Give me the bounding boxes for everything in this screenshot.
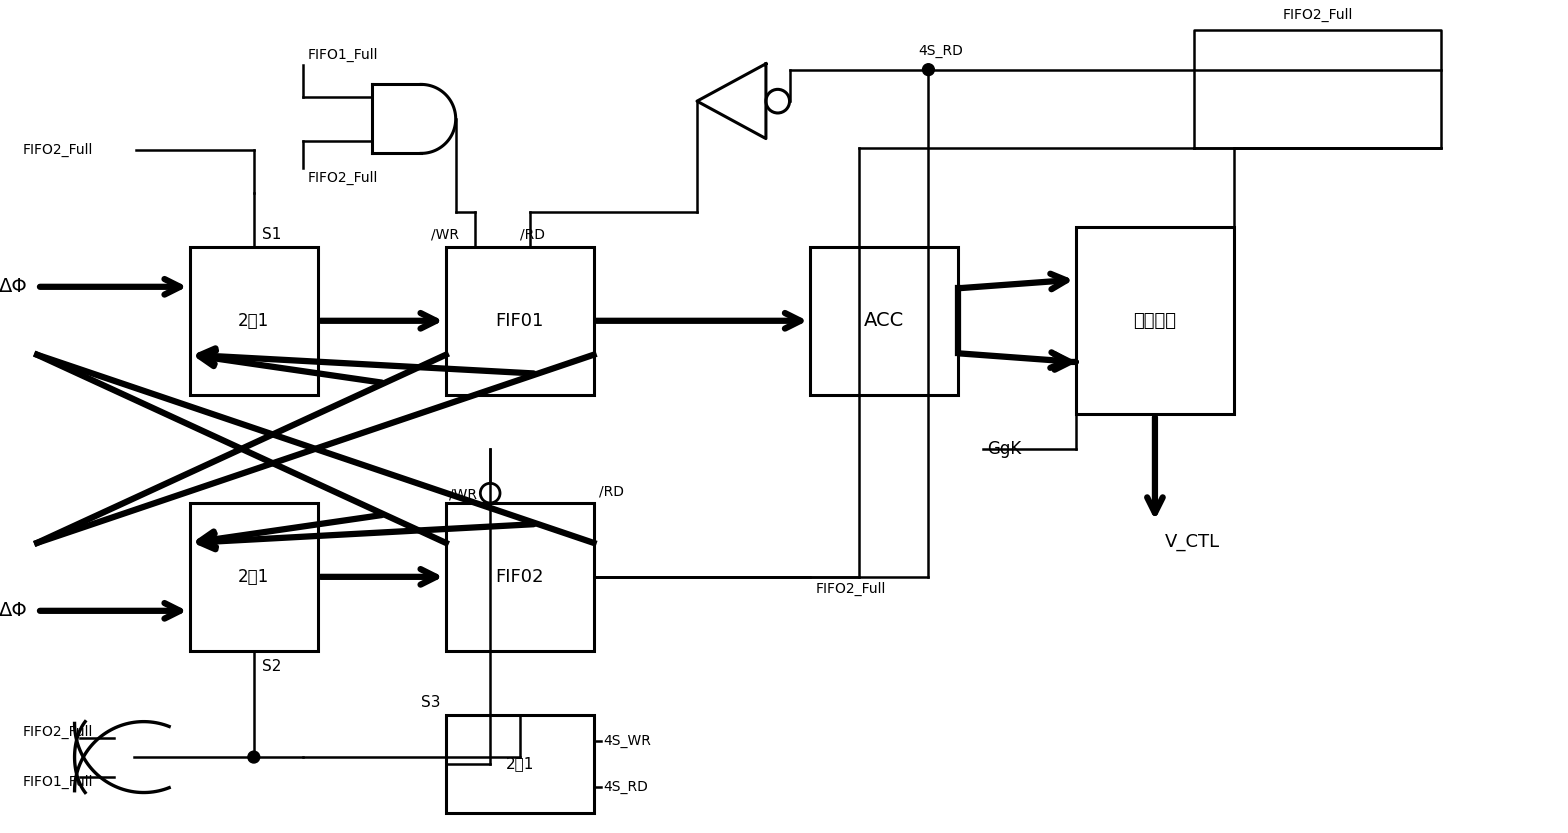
Text: 2选1: 2选1 — [505, 756, 535, 771]
Text: FIF01: FIF01 — [495, 312, 544, 330]
Bar — [190, 503, 318, 651]
Text: S3: S3 — [422, 695, 441, 710]
Text: FIFO1_Full: FIFO1_Full — [307, 47, 378, 62]
Text: /WR: /WR — [448, 487, 477, 501]
Text: FIFO1_Full: FIFO1_Full — [22, 775, 93, 789]
Bar — [1076, 227, 1234, 414]
Bar — [811, 247, 958, 395]
Text: 4S_RD: 4S_RD — [604, 780, 648, 794]
Circle shape — [248, 751, 260, 763]
Text: FIF02: FIF02 — [495, 568, 544, 586]
Text: FIFO2_Full: FIFO2_Full — [1283, 8, 1353, 22]
Text: /RD: /RD — [519, 228, 544, 242]
Circle shape — [922, 64, 935, 76]
Bar — [445, 247, 594, 395]
Text: ACC: ACC — [864, 312, 905, 331]
Text: /RD: /RD — [599, 484, 624, 498]
Text: FIFO2_Full: FIFO2_Full — [307, 171, 378, 185]
Text: S2: S2 — [262, 659, 281, 674]
Bar — [190, 247, 318, 395]
Bar — [445, 503, 594, 651]
Text: 4S_RD: 4S_RD — [919, 44, 963, 57]
Text: FIFO2_Full: FIFO2_Full — [815, 581, 886, 596]
Text: FIFO2_Full: FIFO2_Full — [22, 143, 93, 157]
Text: S1: S1 — [262, 227, 281, 242]
Text: V_CTL: V_CTL — [1165, 532, 1220, 551]
Text: ΔΦ: ΔΦ — [0, 277, 27, 297]
Text: 2选1: 2选1 — [238, 568, 270, 586]
Text: 乘除电路: 乘除电路 — [1134, 312, 1176, 330]
Text: ΔΦ: ΔΦ — [0, 601, 27, 621]
Text: FIFO2_Full: FIFO2_Full — [22, 726, 93, 740]
Text: GgK: GgK — [988, 440, 1022, 458]
Text: 2选1: 2选1 — [238, 312, 270, 330]
Bar — [445, 715, 594, 813]
Text: 4S_WR: 4S_WR — [604, 735, 651, 748]
Text: /WR: /WR — [431, 228, 459, 242]
